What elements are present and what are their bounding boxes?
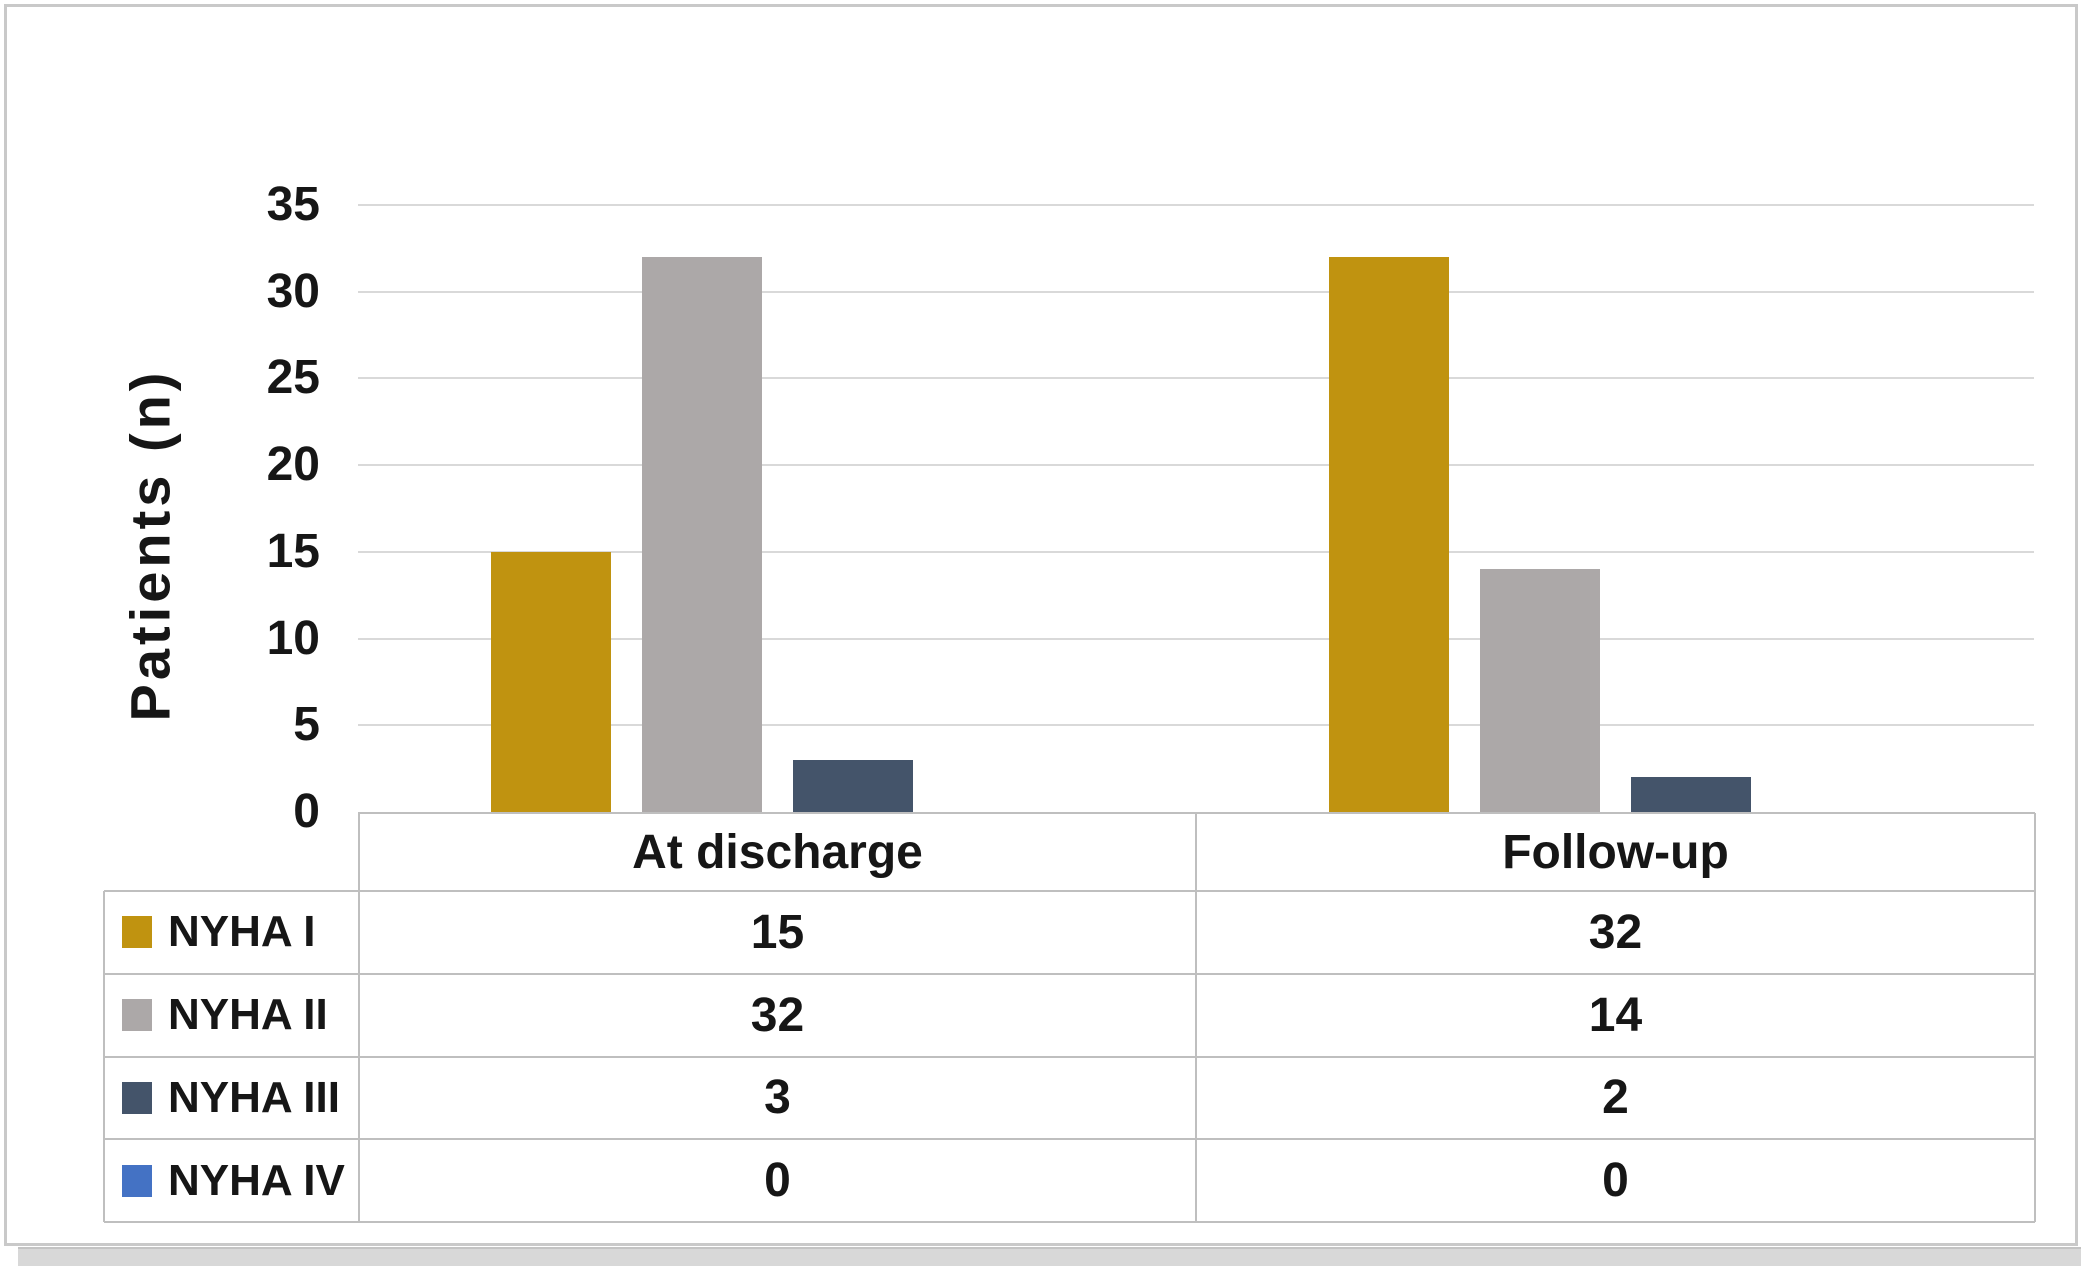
y-tick-label-5: 5 (293, 698, 320, 751)
table-border-header-bottom (104, 890, 2035, 892)
gridline-35 (358, 204, 2034, 206)
table-border-row-3 (104, 1138, 2035, 1140)
cell-nyha-i-at-discharge: 15 (750, 905, 805, 959)
y-tick-label-25: 25 (266, 351, 320, 404)
cell-nyha-iii-at-discharge: 3 (764, 1071, 791, 1125)
cell-nyha-ii-at-discharge: 32 (750, 988, 805, 1042)
bar-nyha-ii-follow-up (1480, 569, 1600, 812)
bottom-scroll-band (18, 1247, 2081, 1266)
table-border-legend-right (358, 813, 360, 1222)
cell-nyha-iv-at-discharge: 0 (764, 1154, 791, 1208)
legend-swatch-nyha-iv (122, 1165, 152, 1197)
legend-swatch-nyha-iii (122, 1082, 152, 1114)
gridline-30 (358, 291, 2034, 293)
legend-label-nyha-i: NYHA I (168, 907, 316, 957)
y-tick-label-20: 20 (266, 438, 320, 491)
y-tick-label-35: 35 (266, 178, 320, 231)
gridline-25 (358, 377, 2034, 379)
gridline-20 (358, 464, 2034, 466)
gridline-5 (358, 724, 2034, 726)
table-border-column-divider (1195, 813, 1197, 1222)
gridline-10 (358, 638, 2034, 640)
table-border-right (2034, 813, 2036, 1222)
cell-nyha-iii-follow-up: 2 (1602, 1071, 1629, 1125)
cell-nyha-i-follow-up: 32 (1588, 905, 1643, 959)
gridline-15 (358, 551, 2034, 553)
bar-nyha-iii-at-discharge (793, 760, 913, 812)
legend-label-nyha-iii: NYHA III (168, 1072, 340, 1122)
table-border-left (103, 891, 105, 1222)
y-tick-label-15: 15 (266, 525, 320, 578)
y-tick-label-0: 0 (293, 785, 320, 838)
bar-nyha-i-follow-up (1329, 257, 1449, 812)
legend-label-nyha-iv: NYHA IV (168, 1155, 345, 1205)
table-header-follow-up: Follow-up (1502, 825, 1729, 879)
bar-nyha-ii-at-discharge (642, 257, 762, 812)
legend-swatch-nyha-ii (122, 999, 152, 1031)
figure-frame (4, 4, 2078, 1246)
y-tick-label-10: 10 (266, 612, 320, 665)
table-border-row-4 (104, 1221, 2035, 1223)
y-tick-label-30: 30 (266, 265, 320, 318)
cell-nyha-iv-follow-up: 0 (1602, 1154, 1629, 1208)
table-border-row-2 (104, 1056, 2035, 1058)
table-header-at-discharge: At discharge (632, 825, 923, 879)
bar-nyha-i-at-discharge (491, 552, 611, 812)
bar-nyha-iii-follow-up (1631, 777, 1751, 812)
cell-nyha-ii-follow-up: 14 (1588, 988, 1643, 1042)
table-border-row-1 (104, 973, 2035, 975)
legend-label-nyha-ii: NYHA II (168, 990, 328, 1040)
legend-swatch-nyha-i (122, 916, 152, 948)
